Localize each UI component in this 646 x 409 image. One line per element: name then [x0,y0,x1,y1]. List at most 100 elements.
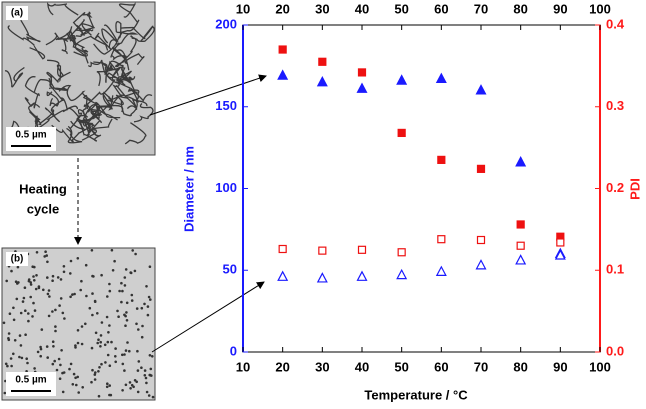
particle [137,328,140,331]
particle [33,279,36,282]
particle [147,295,151,299]
particle [126,341,129,344]
particle [36,350,40,354]
particle [32,275,35,278]
particle [143,302,146,306]
particle [27,319,30,323]
particle [7,338,11,342]
triangle-point [396,74,408,85]
fiber [74,35,109,56]
particle [97,370,100,373]
particle [106,353,110,357]
particle [76,341,80,345]
particle [90,346,94,350]
particle [135,307,139,310]
fiber [119,67,132,83]
particle [148,265,152,269]
particle [88,306,92,310]
fiber [104,73,153,102]
particle [31,315,34,318]
particle [47,314,51,318]
particle [63,317,66,320]
y-tick-label: 0 [230,343,237,358]
x-tick-label: 40 [355,359,369,374]
particle [136,390,140,394]
particle [69,295,72,299]
particle [46,276,49,279]
particle [80,342,84,346]
particle [120,281,123,285]
particle [5,279,8,283]
triangle-point [277,69,289,80]
particle [97,338,100,342]
particle [27,279,31,283]
particle [31,265,34,269]
particle [52,345,55,348]
particle [146,313,150,317]
particle [39,345,42,349]
scale-bar-label: 0.5 µm [15,130,46,141]
particle [91,368,94,372]
particle [134,252,137,256]
particle [120,300,123,304]
pointer-arrow [149,74,267,116]
particle [74,376,77,380]
particle [34,287,38,291]
particle [59,278,63,281]
particle [22,296,26,300]
triangle-point [396,268,408,280]
fiber [69,19,89,64]
particle [4,362,8,366]
x-tick-label: 60 [434,359,448,374]
particle [51,310,54,313]
particle [124,383,128,387]
particle [76,329,80,332]
particle [110,340,113,344]
particle [106,340,110,344]
fiber [117,74,136,85]
x-top-tick-label: 20 [275,1,289,16]
particle [123,353,126,356]
y2-tick-label: 0.0 [606,343,624,358]
particle [108,384,111,387]
particle [144,376,148,380]
particle [151,395,155,399]
fiber [4,66,25,88]
particle [43,255,46,258]
particle [140,306,144,310]
fiber [51,122,91,143]
particle [73,292,76,296]
particle [33,309,37,312]
particle [58,304,61,307]
particle [100,321,104,324]
particle [21,300,25,303]
particle [131,249,134,252]
particle [58,377,62,381]
particle [62,265,66,268]
particle [146,305,150,308]
particle [104,361,107,364]
particle [100,273,103,277]
particle [46,260,49,264]
fiber [106,94,138,106]
particle [121,389,124,392]
particle [47,289,51,292]
particle [68,367,71,371]
particle [145,285,148,288]
fiber [89,95,114,117]
fiber [115,76,138,98]
particle [2,321,6,325]
particle [51,274,55,278]
particle [33,367,36,370]
x-tick-label: 30 [315,359,329,374]
panel-label-box [6,252,28,266]
particle [94,371,97,374]
particle [59,297,63,300]
square-point [437,235,446,244]
square-point [476,235,486,245]
particle [80,325,84,328]
triangle-point [554,249,566,260]
plot-frame [242,24,601,353]
particle [135,322,138,326]
particle [69,272,72,275]
